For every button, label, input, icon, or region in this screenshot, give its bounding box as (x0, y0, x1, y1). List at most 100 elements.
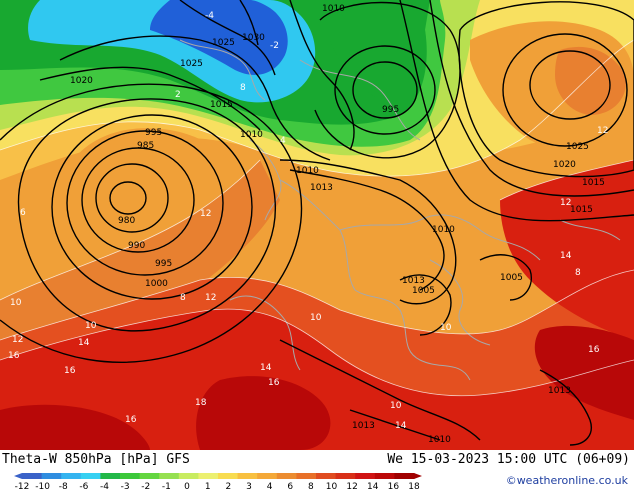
isotherm-2 (0, 159, 261, 301)
colorbar-tick-label: 12 (346, 482, 357, 490)
isobar-1025-n (179, 0, 276, 76)
colorbar-arrow-right (414, 473, 422, 479)
temp-label: 14 (260, 363, 272, 373)
isobar-label: 985 (137, 141, 154, 151)
colorbar-swatch (198, 473, 219, 479)
temp-label: 16 (64, 366, 76, 376)
field-red-east (500, 160, 634, 340)
isobar-label: 1000 (145, 279, 168, 289)
isobar-e-1013 (399, 0, 634, 222)
isobar-low-995 (66, 130, 224, 276)
isobar-1020-n (39, 66, 261, 131)
isobar-label: 990 (128, 241, 145, 251)
colorbar-tick-label: 8 (308, 482, 314, 490)
isobar-label: 1015 (582, 178, 605, 188)
colorbar-swatch (316, 473, 337, 479)
isobar-label: 1015 (210, 100, 233, 110)
coast-6 (299, 59, 421, 141)
isobar-se-1013 (539, 369, 592, 446)
field-dark-red-1 (196, 376, 331, 450)
coast-2 (339, 214, 541, 261)
colorbar-ticks: -12 -10 -8 -6 -4 -3 -2 -1 0 1 2 3 4 6 8 10 12 14 16 18 (15, 482, 420, 490)
temp-label: -2 (270, 41, 279, 51)
colorbar-tick-label: 16 (388, 482, 400, 490)
field-green-east (330, 0, 430, 110)
coast-7 (429, 259, 491, 346)
temp-label: 12 (597, 126, 608, 136)
isobar-low-980 (109, 181, 147, 215)
isotherm-1 (0, 39, 634, 177)
temp-label: 12 (200, 209, 211, 219)
temp-label: 10 (310, 313, 322, 323)
isobar-label: 1013 (548, 386, 571, 396)
isobar-label: 1010 (432, 225, 455, 235)
colorbar-tick-label: 10 (326, 482, 338, 490)
isobar-label: 1020 (553, 160, 576, 170)
colorbar-tick-label: 3 (246, 482, 252, 490)
colorbar-arrow-left (14, 473, 22, 479)
colorbar-swatch (41, 473, 62, 479)
isobar-label: 1025 (566, 142, 589, 152)
colorbar-swatch (237, 473, 258, 479)
coast-4 (249, 139, 282, 221)
coastlines (179, 39, 621, 381)
isobar-label: 1010 (428, 435, 451, 445)
isobar-1010-n (289, 0, 355, 151)
isobar-labels: 1010 1025 1030 1025 1020 1015 1010 995 9… (70, 4, 605, 445)
temp-label: 16 (125, 415, 137, 425)
isobar-label: 1005 (500, 273, 523, 283)
coast-8 (559, 219, 621, 241)
colorbar-tick-label: -12 (15, 482, 30, 490)
coast-1 (279, 179, 471, 381)
isobar-e-1030 (529, 50, 611, 120)
isobar-label: 1013 (310, 183, 333, 193)
colorbar-tick-label: 4 (267, 482, 273, 490)
colorbar-swatch (276, 473, 297, 479)
colorbar-swatch (257, 473, 278, 479)
colorbar-tick-label: -4 (100, 482, 109, 490)
field-blue (150, 0, 288, 75)
map-title: Theta-W 850hPa [hPa] GFS (2, 452, 190, 467)
field-orange-dark (0, 160, 280, 370)
credit-link[interactable]: ©weatheronline.co.uk (505, 474, 628, 487)
isobar-c-1010 (279, 159, 457, 305)
theta-w-map-svg: 1010 1025 1030 1025 1020 1015 1010 995 9… (0, 0, 634, 450)
temp-label: -4 (205, 11, 214, 21)
colorbar-tick-label: -6 (79, 482, 88, 490)
temp-label: 16 (268, 378, 280, 388)
isobar-low-985 (95, 163, 169, 233)
temp-label: 14 (395, 421, 407, 431)
temp-label: 8 (180, 293, 186, 303)
temp-label: 10 (440, 323, 452, 333)
isobar-e-1025 (502, 33, 628, 147)
coast-5 (179, 39, 266, 101)
temperature-labels: 6 10 12 14 16 16 12 10 8 12 14 16 18 16 … (8, 11, 608, 431)
colorbar-tick-label: 0 (184, 482, 190, 490)
colorbar-swatch (394, 473, 415, 479)
isobars (0, 0, 634, 446)
colorbar-swatch (218, 473, 239, 479)
isobar-low-1010 (0, 83, 303, 363)
colorbar-tick-label: -10 (35, 482, 50, 490)
colorbar-tick-label: 1 (205, 482, 211, 490)
temperature-field (0, 0, 634, 450)
field-red (0, 309, 634, 450)
weather-map: 1010 1025 1030 1025 1020 1015 1010 995 9… (0, 0, 634, 450)
isobar-label: 1030 (242, 33, 265, 43)
isobar-label: 1005 (412, 286, 435, 296)
isobar-c-1013 (289, 169, 445, 291)
isobar-label: 980 (118, 216, 135, 226)
isobar-low-990 (81, 147, 195, 253)
colorbar-tick-label: -3 (121, 482, 130, 490)
colorbar-swatch (178, 473, 199, 479)
isobar-label: 1010 (322, 4, 345, 14)
coast-3 (229, 295, 301, 371)
map-footer: Theta-W 850hPa [hPa] GFS We 15-03-2023 1… (0, 450, 634, 490)
isobar-1015-n (59, 35, 331, 161)
colorbar-swatch (355, 473, 376, 479)
field-dark-red-3 (0, 404, 150, 450)
isobar-low-1000 (51, 114, 253, 300)
temp-label: 16 (588, 345, 600, 355)
isobar-ne-995 (352, 61, 418, 119)
temp-label: 12 (12, 335, 23, 345)
